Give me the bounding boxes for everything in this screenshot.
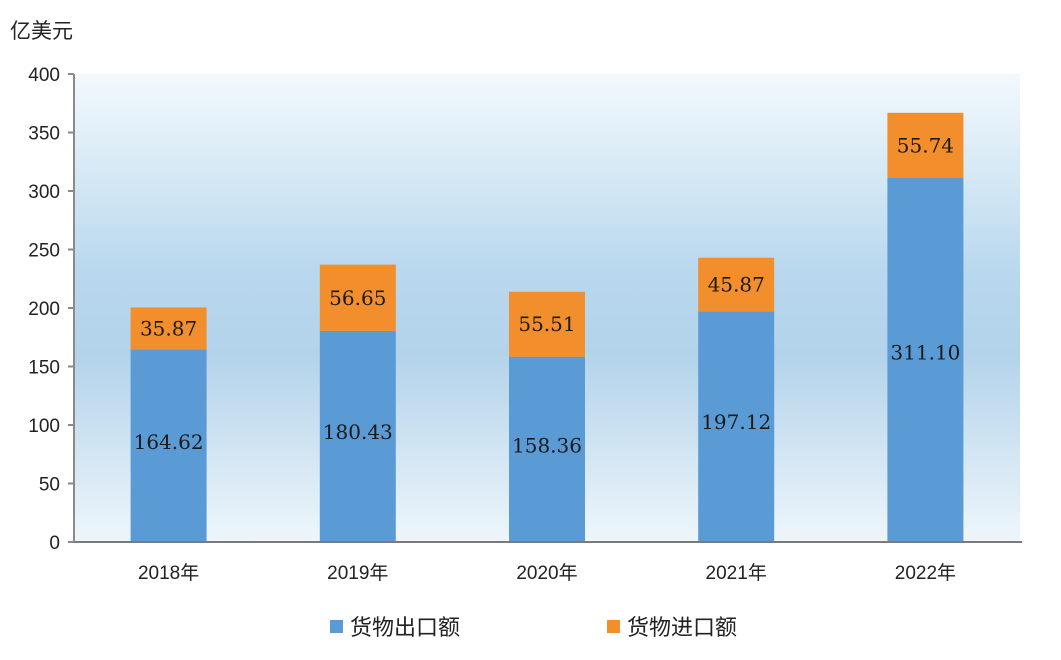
x-tick-label: 2022年: [895, 562, 956, 584]
y-tick-label: 400: [28, 65, 60, 86]
data-label: 56.65: [329, 286, 386, 310]
x-tick-label: 2018年: [138, 562, 199, 584]
bar-segment-export: [319, 330, 396, 542]
x-axis: 2018年 2019年 2020年 2021年 2022年: [138, 562, 956, 584]
bar-segment-import: [887, 112, 964, 179]
data-label: 197.12: [701, 410, 771, 434]
bar-segment-import: [509, 291, 585, 357]
y-tick-label: 0: [49, 533, 60, 554]
y-tick-label: 250: [28, 241, 60, 262]
legend-label-import: 货物进口额: [627, 616, 737, 641]
legend: 货物出口额 货物进口额: [330, 616, 737, 641]
data-label: 55.51: [518, 312, 575, 336]
data-label: 311.10: [890, 341, 960, 365]
legend-label-export: 货物出口额: [350, 616, 460, 641]
bar-segment-import: [319, 264, 396, 331]
x-tick-label: 2019年: [327, 562, 388, 584]
data-label: 180.43: [323, 420, 393, 444]
data-label: 164.62: [134, 430, 204, 454]
y-tick-label: 100: [28, 416, 60, 437]
data-label: 35.87: [140, 316, 197, 340]
bar-segment-export: [887, 178, 964, 542]
data-label: 158.36: [512, 434, 582, 458]
bar-segment-export: [130, 349, 207, 542]
y-tick-label: 50: [39, 475, 60, 496]
legend-swatch-import: [607, 620, 620, 633]
bars: 164.62 35.87 180.43 56.65 158.36 55.51 197.12 4…: [130, 112, 964, 542]
x-tick-label: 2021年: [706, 562, 767, 584]
x-tick-label: 2020年: [516, 562, 577, 584]
legend-swatch-export: [330, 620, 343, 633]
y-unit-label: 亿美元: [10, 19, 73, 43]
bar-segment-export: [509, 356, 585, 542]
data-label: 55.74: [897, 133, 954, 157]
data-label: 45.87: [708, 273, 765, 297]
y-tick-label: 300: [28, 182, 60, 203]
y-tick-label: 150: [28, 358, 60, 379]
y-tick-label: 350: [28, 124, 60, 145]
y-axis: 0 50 100 150 200 250 300 350 400: [28, 65, 74, 554]
bar-segment-import: [698, 257, 775, 312]
bar-segment-export: [698, 311, 775, 542]
bar-segment-import: [130, 307, 207, 350]
y-tick-label: 200: [28, 299, 60, 320]
